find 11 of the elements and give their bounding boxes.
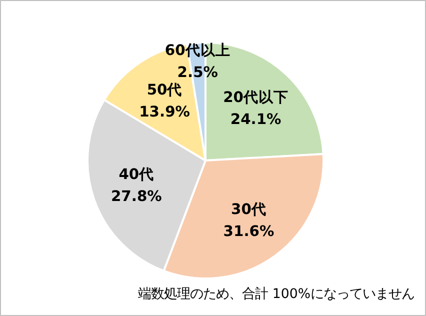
- data-label: 31.6%: [223, 223, 274, 240]
- data-label: 27.8%: [110, 188, 162, 206]
- slice-label: 50代: [146, 81, 182, 98]
- slice-label: 20代以下: [223, 88, 288, 106]
- data-label: 24.1%: [230, 110, 282, 128]
- slice-label: 30代: [231, 201, 266, 218]
- slice-label: 40代: [118, 166, 154, 184]
- data-label: 13.9%: [139, 103, 190, 120]
- data-label: 2.5%: [177, 64, 218, 82]
- text: 端数処理のため、合計 100%になっていません: [138, 287, 415, 302]
- slice-label: 60代以上: [164, 42, 230, 60]
